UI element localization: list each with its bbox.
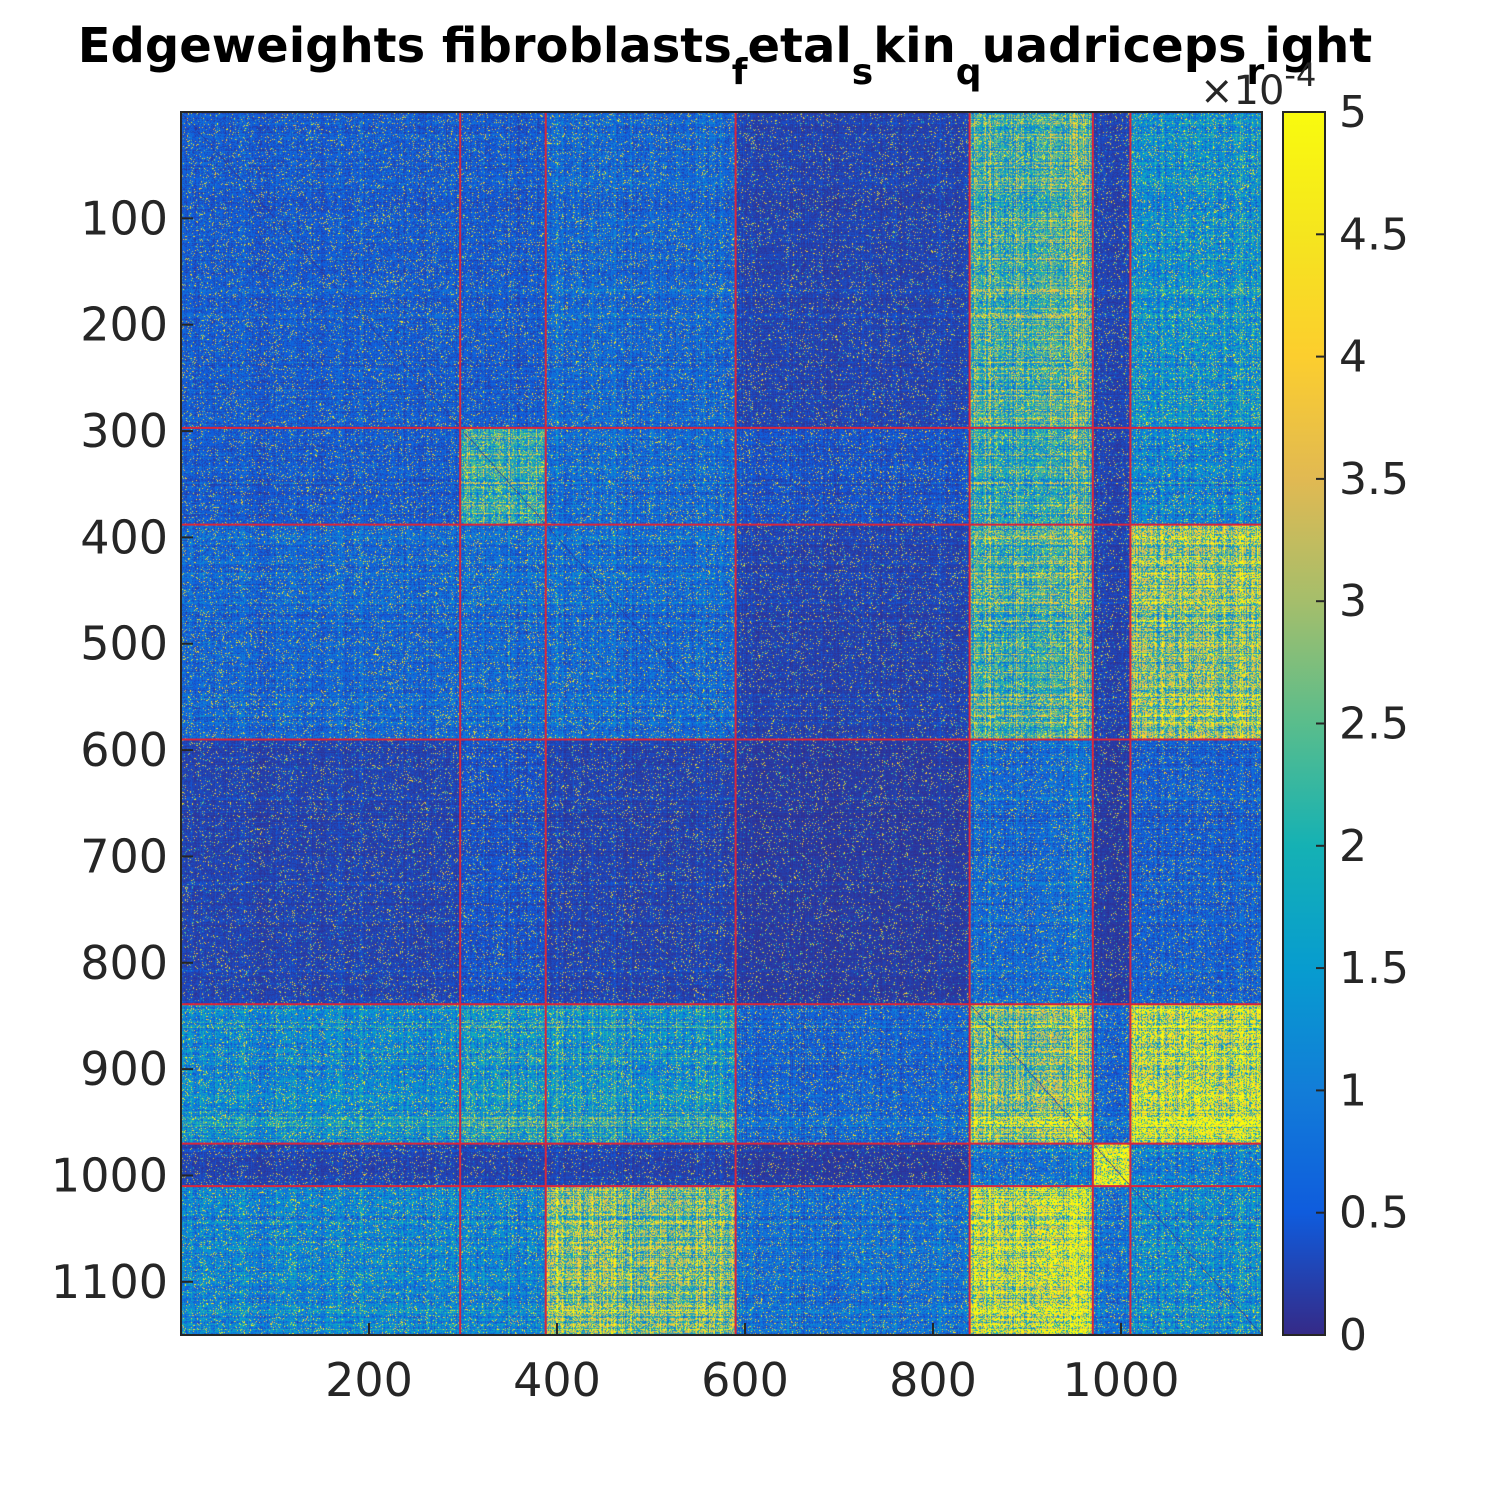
title-subscript: q — [956, 52, 982, 93]
x-tick-label: 1000 — [1062, 1353, 1179, 1407]
colorbar-exponent-label: ×10-4 — [1200, 56, 1316, 114]
y-axis: 100 200 300 400 500 600 700 800 900 1000 1100 — [51, 191, 193, 1309]
title-segment: etal — [747, 18, 851, 74]
colorbar-tick-label: 0 — [1339, 1310, 1367, 1361]
x-tick-label: 800 — [889, 1353, 977, 1407]
y-tick-label: 900 — [80, 1042, 168, 1096]
cluster-boundary-lines — [181, 112, 1262, 1335]
heatmap-image — [181, 112, 1262, 1335]
x-tick-label: 200 — [325, 1353, 413, 1407]
y-tick-label: 400 — [80, 510, 168, 564]
title-segment: ight — [1264, 18, 1372, 74]
y-tick-label: 300 — [80, 404, 168, 458]
y-tick-label: 500 — [80, 617, 168, 671]
colorbar-tick-label: 2 — [1339, 821, 1367, 872]
colorbar-tick-label: 1.5 — [1339, 943, 1409, 994]
title-segment: Edgeweights fibroblasts — [78, 18, 732, 74]
x-tick-label: 400 — [513, 1353, 601, 1407]
colorbar-tick-label: 2.5 — [1339, 699, 1409, 750]
y-tick-label: 800 — [80, 936, 168, 990]
colorbar-exponent-base: ×10 — [1200, 68, 1284, 114]
colorbar-tick-label: 5 — [1339, 87, 1367, 138]
title-subscript: f — [732, 52, 748, 93]
x-tick-label: 600 — [701, 1353, 789, 1407]
colorbar-tick-label: 3.5 — [1339, 454, 1409, 505]
colorbar-tick-label: 3 — [1339, 576, 1367, 627]
colorbar-exponent-power: -4 — [1284, 56, 1316, 94]
colorbar: 0 0.5 1 1.5 2 2.5 3 3.5 4 4.5 5 ×10-4 — [1200, 56, 1409, 1361]
colorbar-tick-label: 4.5 — [1339, 209, 1409, 260]
title-segment: uadriceps — [982, 18, 1247, 74]
y-tick-label: 700 — [80, 829, 168, 883]
y-tick-label: 600 — [80, 723, 168, 777]
colorbar-tick-label: 1 — [1339, 1065, 1367, 1116]
x-axis: 200 400 600 800 1000 — [325, 1323, 1180, 1407]
y-tick-label: 1000 — [51, 1148, 168, 1202]
title-segment: kin — [873, 18, 956, 74]
chart-title: Edgeweights fibroblastsfetalskinquadrice… — [78, 18, 1373, 93]
y-tick-label: 200 — [80, 298, 168, 352]
title-subscript: s — [852, 52, 873, 93]
title-subscript: r — [1247, 52, 1265, 93]
y-tick-label: 100 — [80, 191, 168, 245]
y-tick-label: 1100 — [51, 1255, 168, 1309]
colorbar-tick-label: 0.5 — [1339, 1188, 1409, 1239]
colorbar-tick-label: 4 — [1339, 332, 1367, 383]
plot-area-frame — [180, 111, 1263, 1336]
